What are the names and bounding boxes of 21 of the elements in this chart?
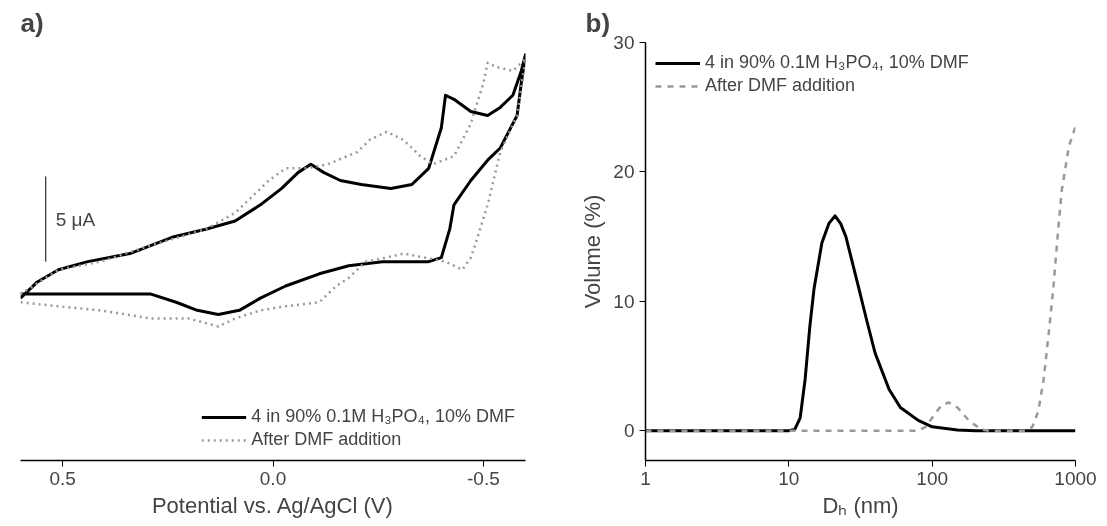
legend-label: After DMF addition — [251, 429, 402, 450]
legend-label: 4 in 90% 0.1M H₃PO₄, 10% DMF — [251, 406, 515, 427]
chart-title: b) — [585, 7, 611, 38]
x-tick-label: 100 — [916, 467, 949, 489]
x-axis-title: Dₕ (nm) — [822, 492, 899, 518]
y-tick-label: 0 — [623, 420, 635, 442]
y-tick-label: 30 — [613, 32, 635, 53]
legend-label: 4 in 90% 0.1M H₃PO₄, 10% DMF — [705, 52, 969, 73]
x-tick-label: 1 — [640, 467, 651, 489]
x-tick-label: 1000 — [1054, 467, 1097, 489]
y-tick-label: 20 — [613, 161, 635, 183]
x-axis-title: Potential vs. Ag/AgCl (V) — [151, 492, 393, 518]
x-tick-label: -0.5 — [467, 467, 500, 489]
x-tick-label: 0.5 — [49, 467, 76, 489]
x-tick-label: 10 — [778, 467, 800, 489]
annotation: 5 μA — [55, 208, 96, 230]
legend-label: After DMF addition — [705, 75, 856, 96]
y-tick-label: 10 — [613, 290, 635, 312]
y-axis-title: Volume (%) — [580, 194, 606, 309]
x-tick-label: 0.0 — [259, 467, 287, 489]
chart-title: a) — [20, 7, 44, 38]
